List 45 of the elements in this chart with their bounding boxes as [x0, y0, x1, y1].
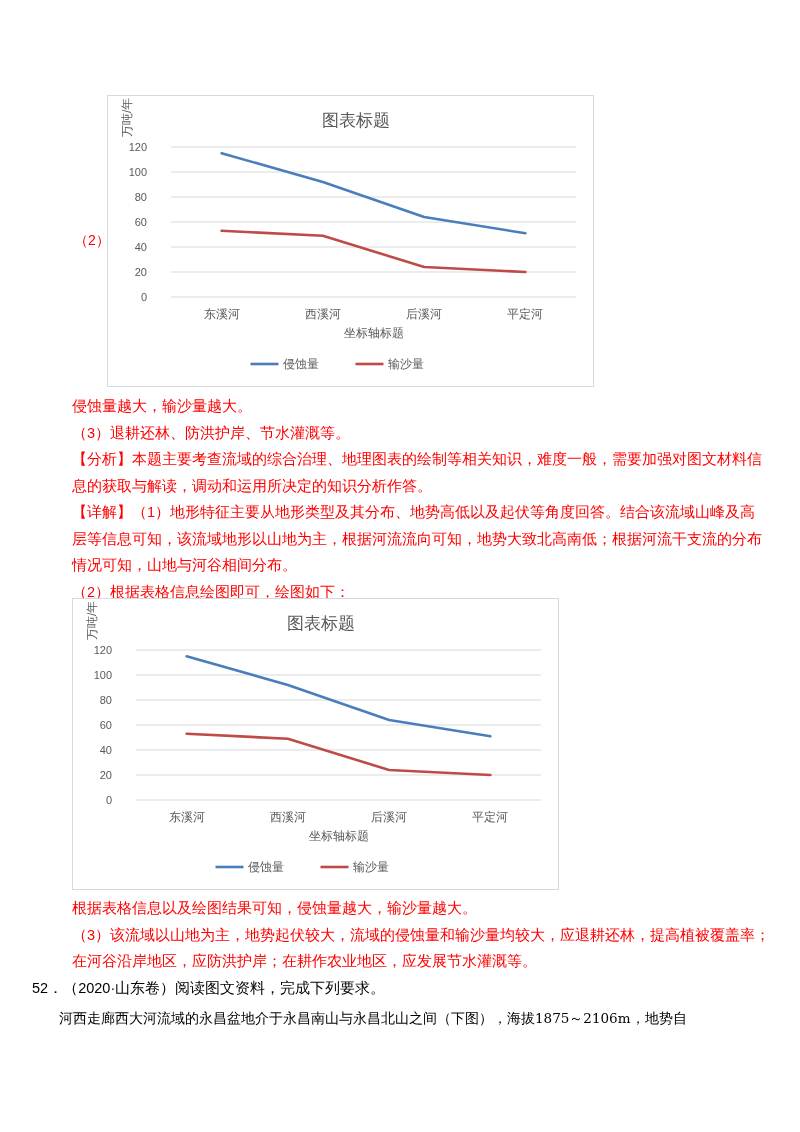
y-tick-label: 20	[99, 769, 112, 781]
line-series	[185, 732, 492, 777]
legend-label: 侵蚀量	[282, 357, 319, 371]
chart-title: 图表标题	[321, 111, 390, 130]
x-tick-label: 后溪河	[371, 810, 408, 824]
x-tick-label: 东溪河	[203, 307, 240, 321]
legend-label: 输沙量	[352, 860, 389, 874]
x-axis-title: 坐标轴标题	[343, 326, 404, 340]
y-tick-label: 80	[99, 694, 112, 706]
y-tick-label: 100	[93, 669, 112, 681]
x-tick-label: 后溪河	[406, 307, 443, 321]
line-series	[220, 151, 527, 235]
x-tick-label: 东溪河	[168, 810, 205, 824]
text: 根据表格信息以及绘图结果可知，侵蚀量越大，输沙量越大。	[72, 899, 478, 918]
text: （2）	[74, 232, 110, 250]
chart-title: 图表标题	[286, 614, 355, 633]
x-tick-label: 西溪河	[269, 810, 306, 824]
text: 【详解】（1）地形特征主要从地形类型及其分布、地势高低以及起伏等角度回答。结合该流域山峰及高层等信息可知，该流域地形以山地为主，根据河流流向可知，地势大致北高南低；根据河流干支流的分布情况可知，山地与河谷相间分布。	[72, 503, 763, 575]
y-tick-label: 60	[134, 216, 147, 228]
y-axis-title: 万吨/年	[120, 97, 134, 137]
y-tick-label: 60	[99, 719, 112, 731]
y-tick-label: 120	[128, 141, 147, 153]
x-tick-label: 平定河	[507, 307, 544, 321]
y-tick-label: 0	[105, 794, 112, 806]
y-tick-label: 100	[128, 166, 147, 178]
x-axis-title: 坐标轴标题	[308, 829, 369, 843]
y-tick-label: 20	[134, 266, 147, 278]
x-tick-label: 西溪河	[304, 307, 341, 321]
y-tick-label: 40	[134, 241, 147, 253]
x-tick-label: 平定河	[472, 810, 509, 824]
line-series	[185, 654, 492, 738]
text: 河西走廊西大河流域的永昌盆地介于永昌南山与永昌北山之间（下图），海拔1875～2106m，地势自	[58, 1009, 688, 1028]
legend-label: 输沙量	[387, 357, 424, 371]
text: （3）退耕还林、防洪护岸、节水灌溉等。	[72, 423, 352, 443]
y-axis-title: 万吨/年	[85, 600, 99, 640]
text: 【分析】本题主要考查流域的综合治理、地理图表的绘制等相关知识，难度一般，需要加强对图文材料信息的获取与解读，调动和运用所决定的知识分析作答。	[72, 450, 763, 496]
legend-label: 侵蚀量	[247, 860, 284, 874]
text: （3）该流域以山地为主，地势起伏较大，流域的侵蚀量和输沙量均较大，应退耕还林，提高植被覆盖率；在河谷沿岸地区，应防洪护岸；在耕作农业地区，应发展节水灌溉等。	[72, 925, 772, 971]
text: 52．（2020·山东卷）阅读图文资料，完成下列要求。	[32, 978, 387, 998]
y-tick-label: 0	[140, 291, 147, 303]
y-tick-label: 40	[99, 744, 112, 756]
line-series	[220, 229, 527, 274]
y-tick-label: 120	[93, 644, 112, 656]
text: 侵蚀量越大，输沙量越大。	[72, 397, 253, 416]
y-tick-label: 80	[134, 191, 147, 203]
